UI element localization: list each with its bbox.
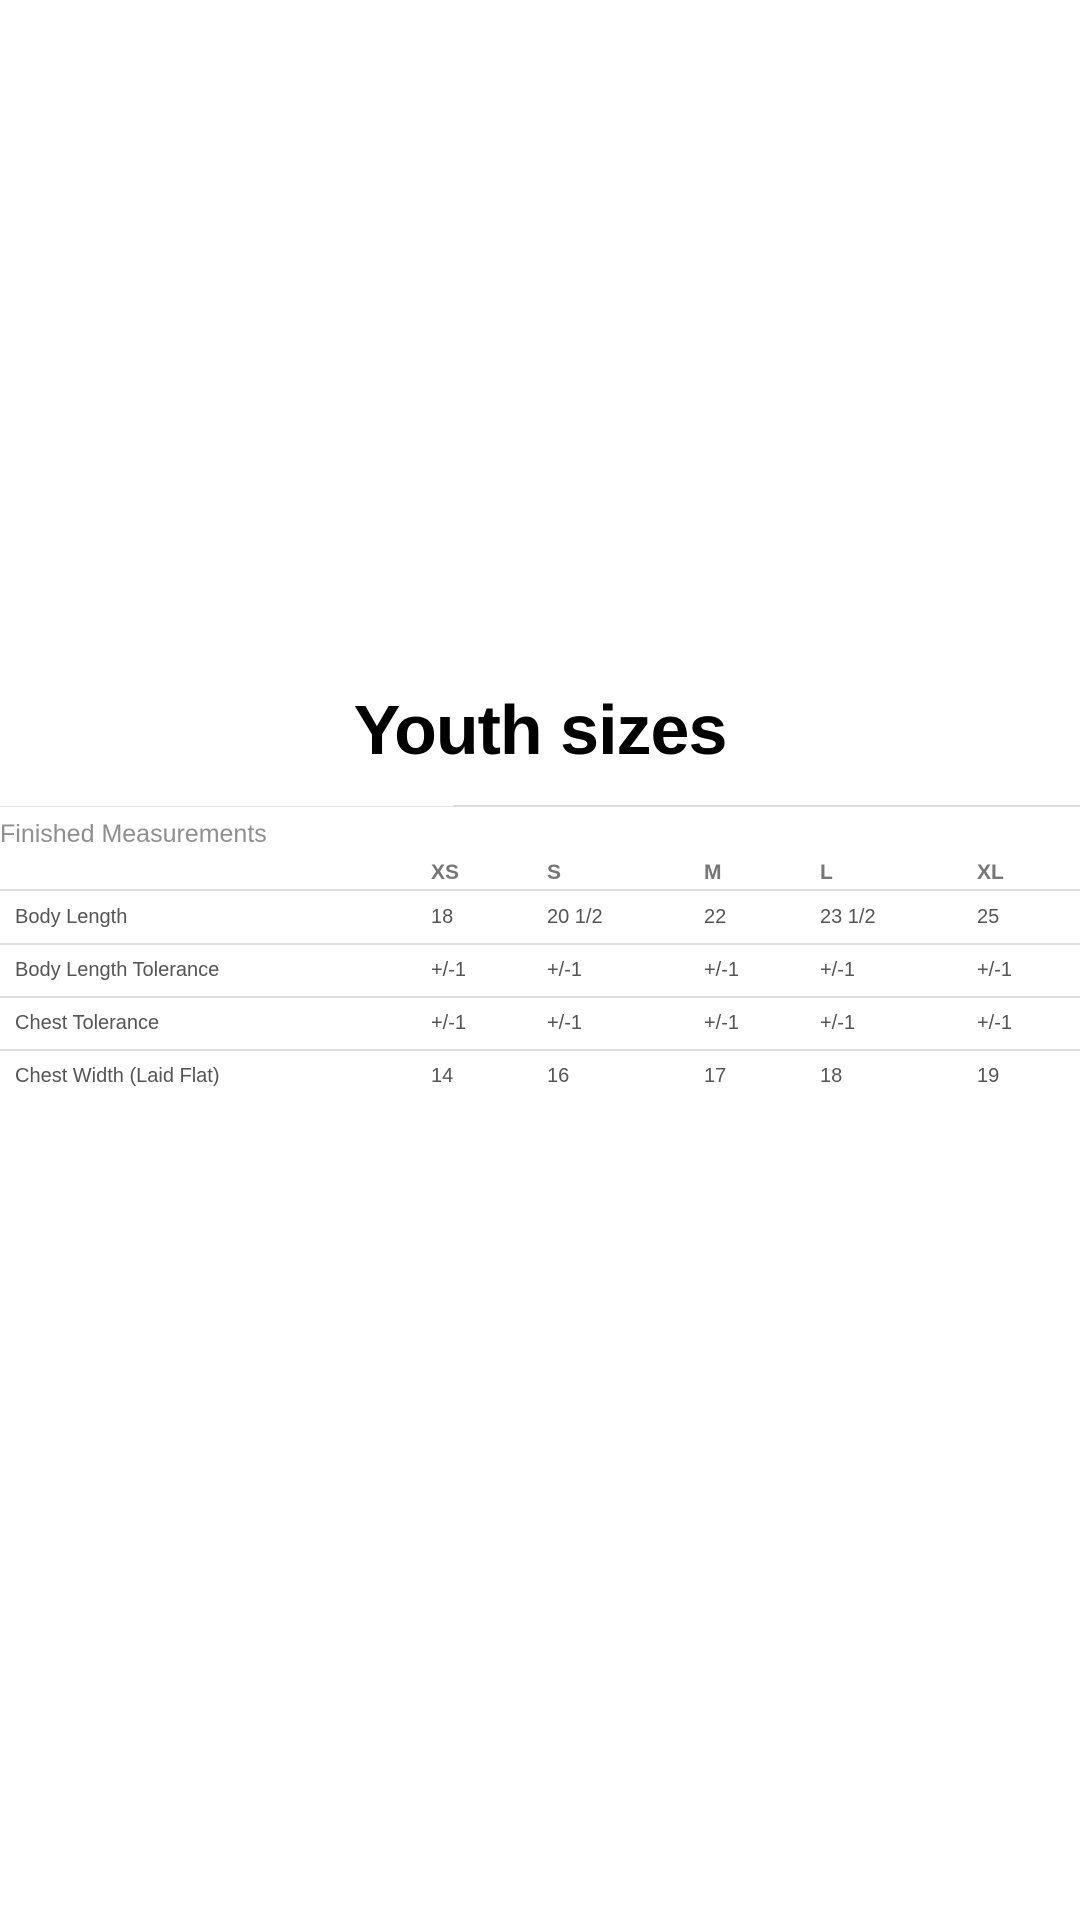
column-header: S [547, 861, 562, 884]
table-cell: 22 [704, 906, 727, 928]
row-divider [0, 943, 1080, 945]
table-cell: 14 [431, 1065, 454, 1087]
table-cell: +/-1 [431, 959, 467, 981]
row-divider [0, 996, 1080, 998]
row-divider [0, 1049, 1080, 1051]
table-cell: +/-1 [820, 959, 856, 981]
table-cell: 16 [547, 1065, 570, 1087]
table-cell: +/-1 [547, 959, 583, 981]
table-row: Chest Tolerance +/-1 +/-1 +/-1 +/-1 +/-1 [0, 997, 1080, 1049]
table-cell: +/-1 [704, 959, 740, 981]
table-cell: 17 [704, 1065, 727, 1087]
table-cell: 18 [431, 906, 454, 928]
table-cell: 20 1/2 [547, 906, 603, 928]
row-label: Body Length [15, 906, 128, 928]
table-row: Body Length Tolerance +/-1 +/-1 +/-1 +/-1 +/-… [0, 944, 1080, 996]
table-caption: Finished Measurements [0, 820, 267, 848]
column-header: M [704, 861, 722, 884]
column-header: L [820, 861, 833, 884]
page-title: Youth sizes [353, 691, 728, 769]
row-divider [0, 889, 1080, 891]
table-cell: 18 [820, 1065, 843, 1087]
table-cell: 19 [977, 1065, 1000, 1087]
table-cell: +/-1 [820, 1012, 856, 1034]
table-cell: +/-1 [977, 1012, 1013, 1034]
column-header: XL [977, 861, 1004, 884]
table-row: Chest Width (Laid Flat) 14 16 17 18 19 [0, 1050, 1080, 1102]
divider [453, 805, 1080, 807]
row-label: Chest Tolerance [15, 1012, 160, 1034]
row-label: Body Length Tolerance [15, 959, 220, 981]
table-cell: 23 1/2 [820, 906, 876, 928]
column-header: XS [431, 861, 460, 884]
table-header-row: XS S M L XL [0, 847, 1080, 899]
table-cell: +/-1 [547, 1012, 583, 1034]
row-label: Chest Width (Laid Flat) [15, 1065, 220, 1087]
table-row: Body Length 18 20 1/2 22 23 1/2 25 [0, 891, 1080, 943]
table-cell: +/-1 [431, 1012, 467, 1034]
table-cell: 25 [977, 906, 1000, 928]
table-cell: +/-1 [704, 1012, 740, 1034]
divider [0, 806, 453, 807]
table-cell: +/-1 [977, 959, 1013, 981]
